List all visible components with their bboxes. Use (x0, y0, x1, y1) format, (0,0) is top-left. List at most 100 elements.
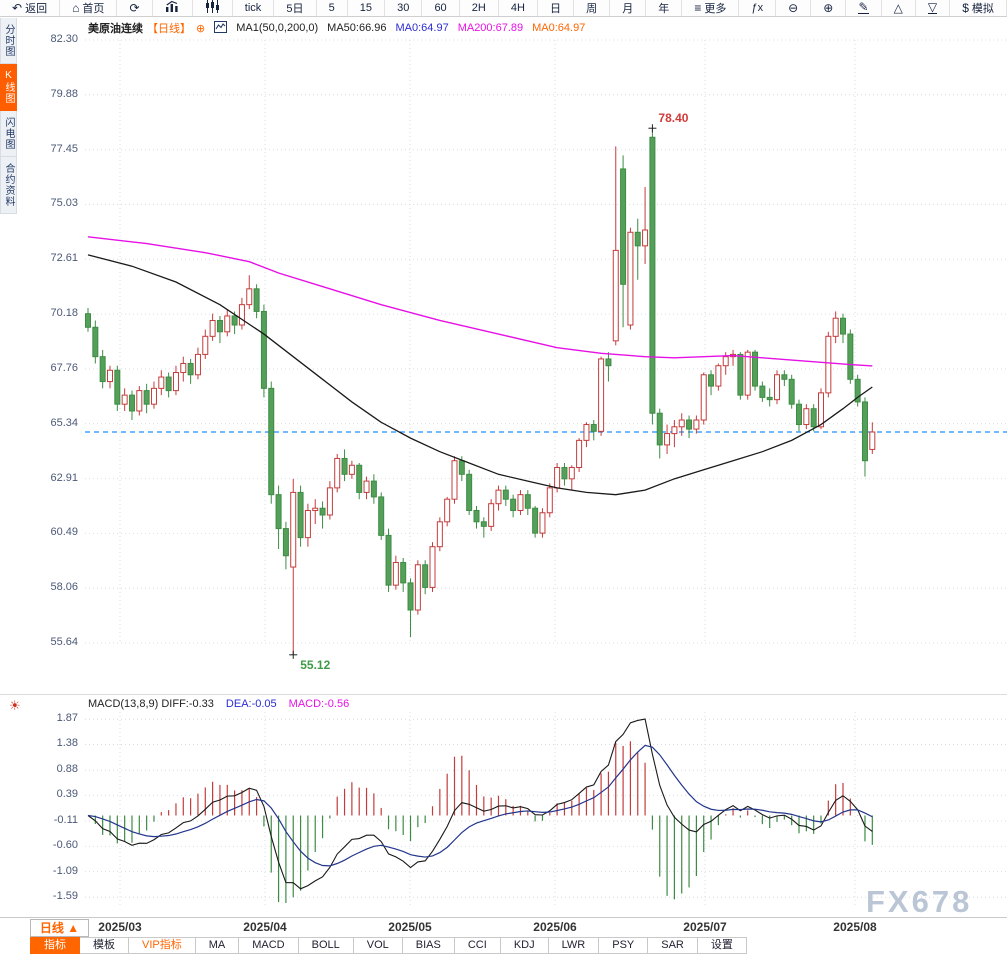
toolbar-item-triangle-up[interactable]: △ (882, 0, 916, 16)
toolbar-item-zoom-in[interactable]: ⊕ (811, 0, 847, 16)
indicator-tab-VIP指标[interactable]: VIP指标 (129, 937, 196, 954)
indicator-tab-BIAS[interactable]: BIAS (402, 937, 455, 954)
toolbar-item-draw[interactable]: ✎ (846, 0, 882, 16)
add-icon[interactable]: ⊕ (196, 22, 206, 35)
indicator-tab-KDJ[interactable]: KDJ (500, 937, 549, 954)
toolbar-item-h4[interactable]: 4H (499, 0, 539, 16)
indicator-tab-PSY[interactable]: PSY (599, 937, 649, 954)
sidebar-tab-1[interactable]: 分时图 (0, 18, 17, 64)
candle-body (150, 387, 157, 405)
toolbar-item-h2[interactable]: 2H (460, 0, 499, 16)
price-axis-label: 75.03 (50, 197, 78, 210)
toolbar-item-label: 更多 (704, 3, 727, 15)
price-axis-label: 70.18 (50, 307, 78, 320)
toolbar-item-label: 5日 (286, 3, 304, 15)
indicator-tab-LWR[interactable]: LWR (548, 937, 600, 954)
candle-body (246, 288, 253, 306)
candle-body (671, 426, 678, 435)
indicator-tab-指标[interactable]: 指标 (30, 937, 80, 954)
candle-body (869, 431, 876, 450)
indicator-tab-SAR[interactable]: SAR (648, 937, 698, 954)
macd-axis-label: 0.39 (56, 788, 78, 801)
indicator-tab-模板[interactable]: 模板 (80, 937, 129, 954)
indicator-tab-MACD[interactable]: MACD (239, 937, 299, 954)
candle-body (627, 231, 634, 326)
panel-divider (0, 694, 1007, 695)
toolbar-item-m15[interactable]: 15 (348, 0, 386, 16)
candle-body (766, 396, 773, 401)
candle-body (708, 374, 715, 387)
toolbar-item-year[interactable]: 年 (646, 0, 683, 16)
indicator-tab-设置[interactable]: 设置 (697, 937, 747, 954)
toolbar-item-refresh[interactable]: ⟳ (117, 0, 153, 16)
time-axis-label: 2025/08 (833, 920, 877, 934)
indicator-tab-BOLL[interactable]: BOLL (298, 937, 354, 954)
ma-settings[interactable]: MA1(50,0,200,0) (236, 22, 319, 34)
candle-body (583, 424, 590, 441)
candle-body (85, 313, 91, 328)
toolbar-item-m30[interactable]: 30 (385, 0, 423, 16)
candle-body (180, 362, 187, 374)
candle-body (803, 408, 810, 426)
period-tab-daily[interactable]: 日线 ▲ (30, 919, 89, 937)
ma50-line (87, 254, 873, 496)
indicator-tab-CCI[interactable]: CCI (454, 937, 501, 954)
toolbar-item-triangle-down[interactable]: ▽ (916, 0, 951, 16)
candle-body (524, 494, 531, 509)
candle-body (363, 480, 370, 493)
price-axis-label: 58.06 (50, 581, 78, 594)
toolbar-item-home[interactable]: ⌂ 首页 (60, 0, 118, 16)
toolbar-item-zoom-out[interactable]: ⊖ (776, 0, 812, 16)
candle-body (429, 546, 436, 588)
toolbar-item-label: 2H (471, 2, 486, 14)
candle-body (854, 378, 861, 403)
toolbar-item-label: ƒx (751, 2, 764, 14)
indicator-tab-VOL[interactable]: VOL (353, 937, 403, 954)
toolbar-item-day[interactable]: 日 (538, 0, 575, 16)
candle-body (158, 376, 165, 389)
candle-body (458, 460, 465, 475)
toolbar-item-sim[interactable]: $ 模拟 (950, 0, 1007, 16)
candle-body (414, 564, 421, 611)
ma50-readout: MA50:66.96 (327, 22, 387, 34)
price-axis-label: 72.61 (50, 252, 78, 265)
toolbar-item-more[interactable]: ≡ 更多 (682, 0, 740, 16)
toolbar-item-bar-chart[interactable] (153, 0, 193, 16)
toolbar-item-tick[interactable]: tick (233, 0, 275, 16)
candle-body (114, 369, 121, 405)
sidebar-tab-4[interactable]: 合约资料 (0, 157, 17, 214)
toolbar-item-m60[interactable]: 60 (422, 0, 460, 16)
time-axis-label: 2025/04 (243, 920, 287, 934)
indicator-tab-bar: 指标 模板 VIP指标 MA MACD BOLL VOL BIAS CCI KDJ LWR PSY SA… (30, 937, 747, 954)
indicator-tab-MA[interactable]: MA (195, 937, 240, 954)
time-axis-label: 2025/05 (388, 920, 432, 934)
indicator-settings-icon[interactable]: ☀ (9, 698, 21, 713)
toolbar-item-back[interactable]: ↶ 返回 (0, 0, 61, 16)
candle-body (451, 460, 458, 500)
toolbar-item-candle-chart[interactable] (193, 0, 233, 16)
candle-body (99, 356, 106, 383)
candle-body (297, 491, 304, 539)
toolbar-item-week[interactable]: 周 (574, 0, 611, 16)
candle-body (224, 315, 231, 333)
candle-body (407, 582, 414, 611)
macd-axis-label: 1.38 (56, 737, 78, 750)
sidebar-tab-2[interactable]: K线图 (0, 64, 17, 111)
toolbar-item-m5[interactable]: 5 (317, 0, 348, 16)
candle-body (839, 317, 846, 335)
candle-body (341, 457, 348, 475)
dollar-icon: $ (962, 1, 969, 15)
macd-header: MACD(13,8,9) DIFF:-0.33 DEA:-0.05 MACD:-… (88, 698, 349, 710)
macd-axis-label: 0.88 (56, 763, 78, 776)
sidebar-tab-3[interactable]: 闪电图 (0, 111, 17, 157)
toolbar-item-5d[interactable]: 5日 (274, 0, 317, 16)
candle-body (165, 376, 172, 392)
toolbar-item-fx[interactable]: ƒx (739, 0, 777, 16)
candle-body (678, 419, 685, 428)
kline-style-icon[interactable] (214, 20, 228, 36)
candle-body (282, 528, 289, 557)
menu-icon: ≡ (694, 1, 702, 15)
toolbar-item-month[interactable]: 月 (610, 0, 647, 16)
symbol-name: 美原油连续 (88, 23, 143, 35)
